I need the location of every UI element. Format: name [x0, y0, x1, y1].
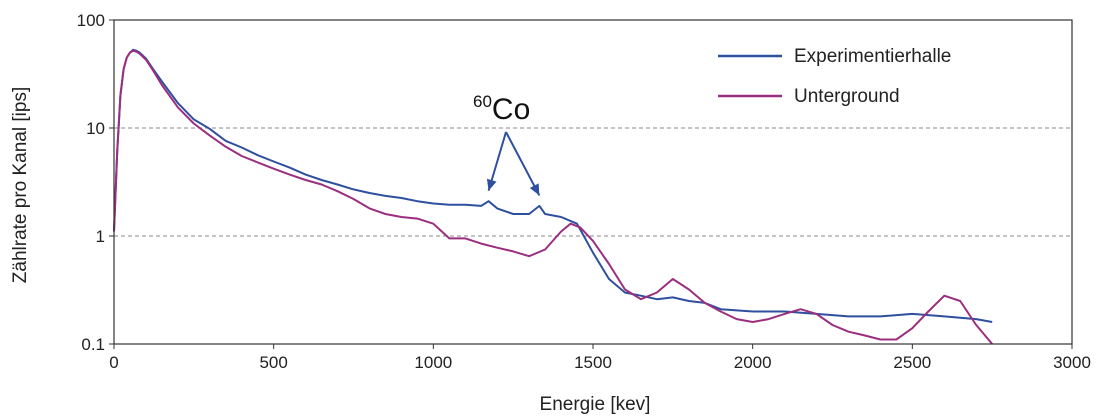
y-tick-label: 10 — [86, 119, 105, 138]
x-tick-label: 3000 — [1053, 353, 1091, 372]
x-tick-label: 2500 — [893, 353, 931, 372]
co60-arrow-head — [486, 178, 497, 191]
co60-arrow-line — [505, 131, 541, 196]
x-tick-label: 0 — [109, 353, 118, 372]
tick-marks — [109, 19, 1073, 349]
co60-symbol: Co — [492, 93, 530, 126]
co60-arrows — [486, 131, 541, 196]
co60-superscript: 60 — [473, 92, 492, 111]
co60-annotation: 60Co — [473, 92, 541, 196]
legend-label-experimentierhalle: Experimentierhalle — [794, 46, 951, 67]
y-tick-label: 100 — [77, 11, 105, 30]
series-line-unterground — [113, 49, 993, 345]
x-tick-label: 500 — [259, 353, 287, 372]
co60-arrow-head — [529, 183, 540, 196]
y-tick-label: 0.1 — [81, 335, 105, 354]
y-tick-label: 1 — [96, 227, 105, 246]
grid-lines — [114, 127, 1072, 237]
x-tick-labels: 0 500 1000 1500 2000 2500 3000 — [109, 353, 1091, 372]
x-tick-label: 1500 — [574, 353, 612, 372]
co60-label: 60Co — [473, 92, 530, 126]
plot-frame — [113, 19, 1073, 345]
x-tick-label: 1000 — [414, 353, 452, 372]
y-tick-labels: 0.1 1 10 100 — [77, 11, 105, 354]
legend: Experimentierhalle Unterground — [718, 46, 951, 107]
legend-label-unterground: Unterground — [794, 86, 900, 107]
series-lines — [113, 48, 993, 345]
y-axis-label: Zählrate pro Kanal [ips] — [10, 87, 31, 283]
x-axis-label: Energie [kev] — [540, 394, 651, 415]
x-tick-label: 2000 — [734, 353, 772, 372]
plot-area-border — [113, 19, 1073, 345]
